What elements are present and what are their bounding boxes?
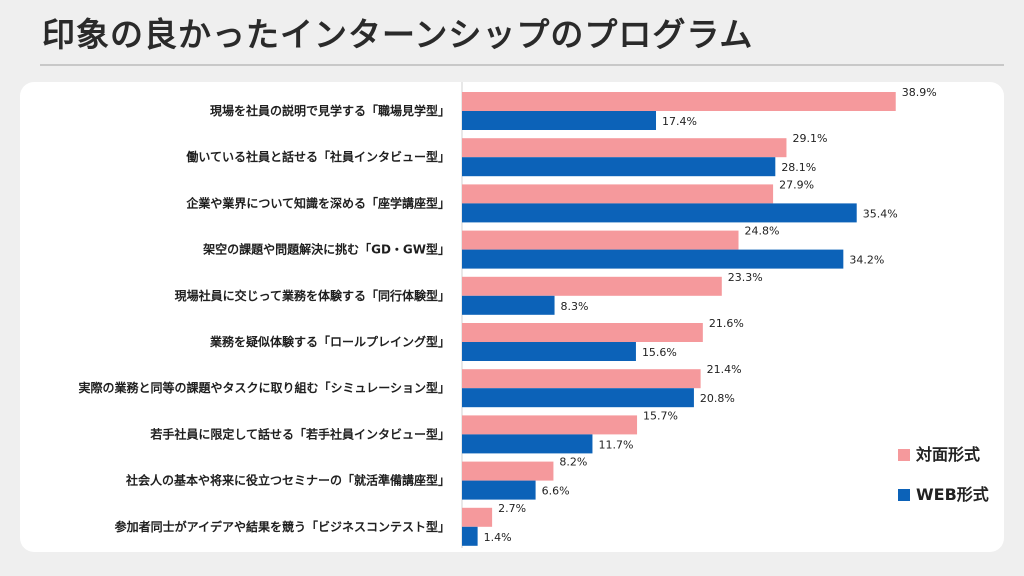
- category-label: 社会人の基本や将来に役立つセミナーの「就活準備講座型」: [125, 473, 450, 488]
- bar-web: [462, 526, 478, 546]
- data-label: 21.4%: [707, 363, 742, 376]
- legend-swatch-in-person: [898, 449, 910, 461]
- data-label: 8.2%: [559, 456, 587, 469]
- data-label: 17.4%: [662, 115, 697, 128]
- data-label: 29.1%: [792, 132, 827, 145]
- data-label: 6.6%: [542, 485, 570, 498]
- bar-in-person: [462, 323, 703, 342]
- bar-web: [462, 157, 776, 177]
- category-label: 現場を社員の説明で見学する「職場見学型」: [210, 103, 450, 118]
- bar-in-person: [462, 507, 493, 527]
- bar-in-person: [462, 276, 722, 296]
- bar-web: [462, 388, 694, 408]
- bar-web: [462, 480, 536, 500]
- data-label: 15.7%: [643, 409, 678, 422]
- category-label: 参加者同士がアイデアや結果を競う「ビジネスコンテスト型」: [115, 519, 450, 534]
- data-label: 8.3%: [561, 300, 589, 313]
- legend-label-web: WEB形式: [916, 485, 989, 504]
- bar-web: [462, 249, 844, 269]
- data-label: 2.7%: [498, 502, 526, 515]
- data-label: 38.9%: [902, 86, 937, 99]
- bar-in-person: [462, 92, 896, 111]
- data-label: 27.9%: [779, 178, 814, 191]
- bar-web: [462, 111, 657, 130]
- category-label: 業務を疑似体験する「ロールプレイング型」: [209, 334, 450, 349]
- title-divider: [40, 64, 1004, 66]
- category-label: 架空の課題や問題解決に挑む「GD・GW型」: [202, 242, 450, 257]
- bar-in-person: [462, 369, 701, 389]
- bar-in-person: [462, 184, 774, 204]
- data-label: 34.2%: [849, 254, 884, 267]
- bar-web: [462, 203, 857, 223]
- category-label: 現場社員に交じって業務を体験する「同行体験型」: [175, 288, 450, 303]
- legend-label-in-person: 対面形式: [915, 445, 980, 464]
- data-label: 23.3%: [728, 271, 763, 284]
- bar-web: [462, 295, 555, 315]
- data-label: 1.4%: [484, 531, 512, 544]
- data-label: 15.6%: [642, 346, 677, 359]
- bar-in-person: [462, 415, 638, 435]
- legend-swatch-web: [898, 489, 910, 501]
- data-label: 20.8%: [700, 392, 735, 405]
- data-label: 35.4%: [863, 207, 898, 220]
- bar-web: [462, 434, 593, 454]
- data-label: 24.8%: [745, 225, 780, 238]
- data-label: 11.7%: [598, 438, 633, 451]
- bar-in-person: [462, 138, 787, 158]
- category-label: 若手社員に限定して話せる「若手社員インタビュー型」: [149, 426, 450, 441]
- bar-chart: 現場を社員の説明で見学する「職場見学型」 38.9% 17.4% 働いている社員と話せ…: [78, 82, 989, 548]
- bar-web: [462, 342, 636, 361]
- data-label: 21.6%: [709, 317, 744, 330]
- data-label: 28.1%: [781, 161, 816, 174]
- page-title: 印象の良かったインターンシップのプログラム: [42, 15, 754, 54]
- category-label: 働いている社員と話せる「社員インタビュー型」: [185, 149, 450, 164]
- category-label: 実際の業務と同等の課題やタスクに取り組む「シミュレーション型」: [78, 380, 450, 395]
- bar-in-person: [462, 230, 739, 250]
- category-label: 企業や業界について知識を深める「座学講座型」: [185, 195, 450, 210]
- bar-in-person: [462, 461, 554, 481]
- chart-card: 現場を社員の説明で見学する「職場見学型」 38.9% 17.4% 働いている社員と話せ…: [20, 82, 1004, 552]
